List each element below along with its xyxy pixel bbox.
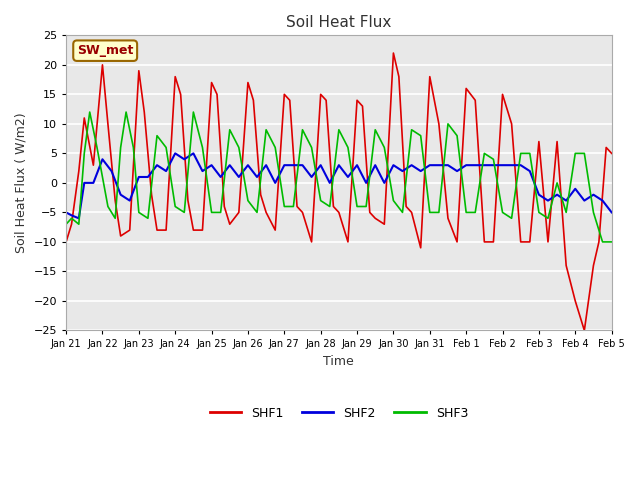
SHF2 [217, 174, 225, 180]
SHF1 [395, 74, 403, 80]
SHF1 [417, 245, 424, 251]
SHF2 [62, 209, 70, 215]
SHF2 [344, 174, 352, 180]
SHF2 [172, 151, 179, 156]
SHF3 [172, 204, 179, 209]
SHF3 [580, 151, 588, 156]
SHF1 [390, 50, 397, 56]
SHF1 [235, 209, 243, 215]
Line: SHF2: SHF2 [66, 154, 612, 218]
SHF3 [280, 204, 288, 209]
SHF3 [335, 127, 342, 132]
SHF3 [86, 109, 93, 115]
SHF2 [108, 168, 115, 174]
SHF2 [608, 209, 616, 215]
SHF1 [62, 239, 70, 245]
SHF3 [535, 209, 543, 215]
SHF3 [208, 209, 216, 215]
SHF2 [553, 192, 561, 198]
SHF3 [608, 239, 616, 245]
SHF1 [580, 327, 588, 333]
Title: Soil Heat Flux: Soil Heat Flux [286, 15, 392, 30]
Y-axis label: Soil Heat Flux ( W/m2): Soil Heat Flux ( W/m2) [15, 113, 28, 253]
SHF1 [353, 97, 361, 103]
SHF2 [75, 216, 83, 221]
Line: SHF3: SHF3 [66, 112, 612, 242]
SHF1 [608, 151, 616, 156]
Line: SHF1: SHF1 [66, 53, 612, 330]
Legend: SHF1, SHF2, SHF3: SHF1, SHF2, SHF3 [205, 402, 473, 425]
SHF1 [135, 68, 143, 73]
Text: SW_met: SW_met [77, 44, 133, 57]
SHF2 [408, 162, 415, 168]
SHF1 [572, 298, 579, 304]
SHF2 [180, 156, 188, 162]
SHF3 [598, 239, 606, 245]
SHF3 [62, 221, 70, 227]
X-axis label: Time: Time [323, 355, 354, 368]
